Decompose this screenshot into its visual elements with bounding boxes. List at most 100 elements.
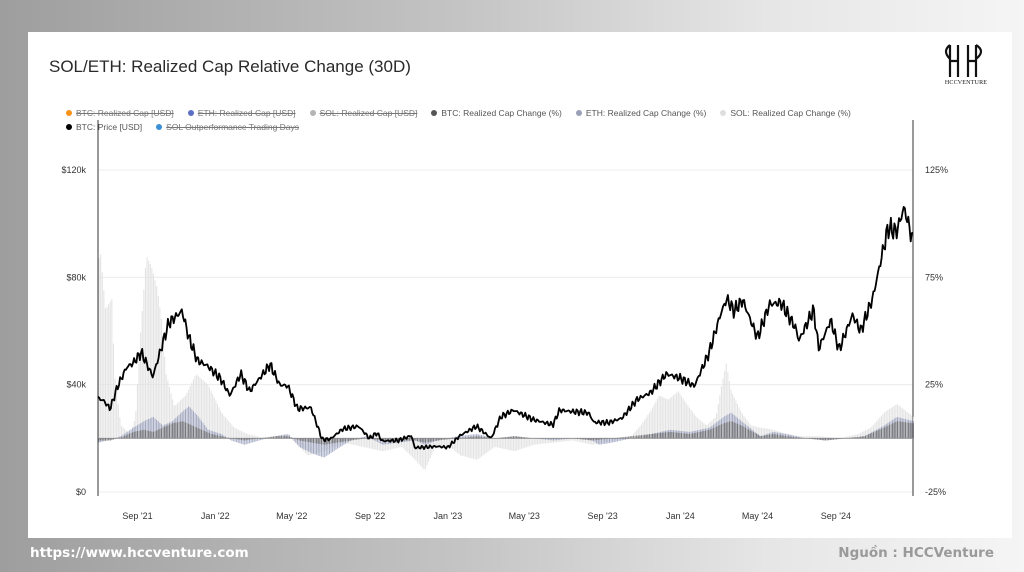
area-bar: [346, 438, 348, 442]
area-bar: [464, 438, 466, 457]
x-tick-label: May '24: [742, 511, 773, 521]
website-url[interactable]: https://www.hccventure.com: [30, 545, 249, 561]
legend-item-4[interactable]: ETH: Realized Cap Change (%): [575, 106, 706, 120]
area-bar: [668, 432, 670, 439]
chart-card: [28, 32, 1012, 538]
area-bar: [154, 431, 156, 439]
area-bar: [655, 401, 657, 439]
area-bar: [815, 438, 817, 440]
area-bar: [901, 421, 903, 439]
area-bar: [431, 438, 433, 442]
area-bar: [236, 438, 238, 440]
area-bar: [332, 438, 334, 452]
area-bar: [178, 421, 180, 439]
area-bar: [623, 437, 625, 439]
area-bar: [664, 432, 666, 439]
area-bar: [192, 411, 194, 439]
legend-item-7[interactable]: SOL Outperformance Trading Days: [156, 120, 299, 134]
area-bar: [548, 438, 550, 440]
area-bar: [860, 436, 862, 439]
area-bar: [260, 437, 262, 439]
area-bar: [205, 382, 207, 439]
legend-item-0[interactable]: BTC: Realized Cap [USD]: [66, 106, 174, 120]
area-bar: [511, 438, 513, 451]
area-bar: [468, 438, 470, 458]
area-bar: [815, 436, 817, 439]
x-tick-label: Jan '22: [201, 511, 230, 521]
area-bar: [642, 422, 644, 439]
area-bar: [736, 423, 738, 439]
area-bar: [130, 433, 132, 439]
area-bar: [660, 396, 662, 439]
area-bar: [778, 434, 780, 439]
area-bar: [695, 416, 697, 439]
area-bar: [664, 398, 666, 439]
area-bar: [487, 438, 489, 453]
area-bar: [122, 436, 124, 439]
area-bar: [116, 391, 118, 439]
area-bar: [559, 438, 561, 442]
area-bar: [752, 432, 754, 439]
legend-item-1[interactable]: ETH: Realized Cap [USD]: [187, 106, 296, 120]
area-bar: [519, 438, 521, 450]
area-bar: [252, 438, 254, 443]
x-tick-label: Jan '24: [666, 511, 695, 521]
area-bar: [244, 432, 246, 439]
area-bar: [389, 438, 391, 441]
area-bar: [408, 438, 410, 455]
area-bar: [890, 424, 892, 439]
legend-item-6[interactable]: BTC: Price [USD]: [66, 120, 142, 134]
area-bar: [221, 413, 223, 439]
area-bar: [624, 436, 626, 439]
legend-item-5[interactable]: SOL: Realized Cap Change (%): [720, 106, 851, 120]
area-bar: [146, 419, 148, 439]
area-bar: [162, 337, 164, 439]
area-bar: [797, 436, 799, 439]
area-bar: [213, 434, 215, 439]
area-bar: [319, 438, 321, 445]
area-bar: [215, 400, 217, 439]
area-bar: [735, 423, 737, 439]
area-bar: [765, 435, 767, 439]
area-bar: [383, 438, 385, 441]
area-bar: [165, 426, 167, 439]
area-bar: [229, 438, 231, 440]
area-bar: [125, 435, 127, 439]
area-bar: [602, 438, 604, 440]
area-bar: [202, 380, 204, 439]
area-bar: [208, 433, 210, 439]
area-bar: [709, 429, 711, 439]
area-bar: [415, 438, 417, 441]
area-bar: [381, 438, 383, 445]
area-bar: [560, 438, 562, 442]
area-bar: [428, 438, 430, 462]
area-bar: [728, 380, 730, 439]
area-bar: [436, 438, 438, 449]
area-bar: [264, 437, 266, 439]
area-bar: [546, 438, 548, 440]
area-bar: [532, 438, 534, 446]
area-bar: [480, 438, 482, 457]
area-bar: [711, 428, 713, 439]
area-bar: [447, 438, 449, 440]
area-bar: [306, 438, 308, 451]
area-bar: [453, 436, 455, 439]
area-bar: [226, 419, 228, 439]
area-bar: [365, 438, 367, 448]
area-bar: [234, 438, 236, 442]
area-bar: [749, 430, 751, 439]
area-bar: [380, 438, 382, 451]
area-bar: [300, 438, 302, 448]
legend-item-3[interactable]: BTC: Realized Cap Change (%): [431, 106, 562, 120]
area-bar: [581, 438, 583, 440]
legend-item-2[interactable]: SOL: Realized Cap [USD]: [309, 106, 417, 120]
area-bar: [692, 433, 694, 439]
area-bar: [764, 428, 766, 439]
area-bar: [418, 438, 420, 465]
area-bar: [517, 436, 519, 439]
area-bar: [786, 434, 788, 439]
area-bar: [196, 427, 198, 439]
area-bar: [215, 434, 217, 439]
area-bar: [853, 437, 855, 439]
area-bar: [312, 438, 314, 443]
